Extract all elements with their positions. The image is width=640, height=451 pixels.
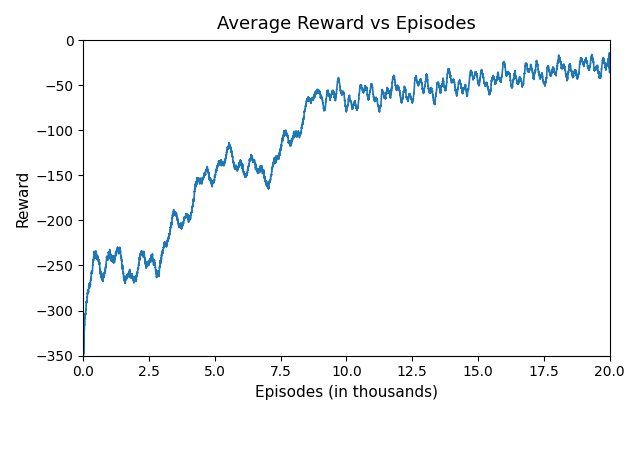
Y-axis label: Reward: Reward (15, 169, 30, 226)
X-axis label: Episodes (in thousands): Episodes (in thousands) (255, 385, 438, 400)
Title: Average Reward vs Episodes: Average Reward vs Episodes (217, 15, 476, 33)
